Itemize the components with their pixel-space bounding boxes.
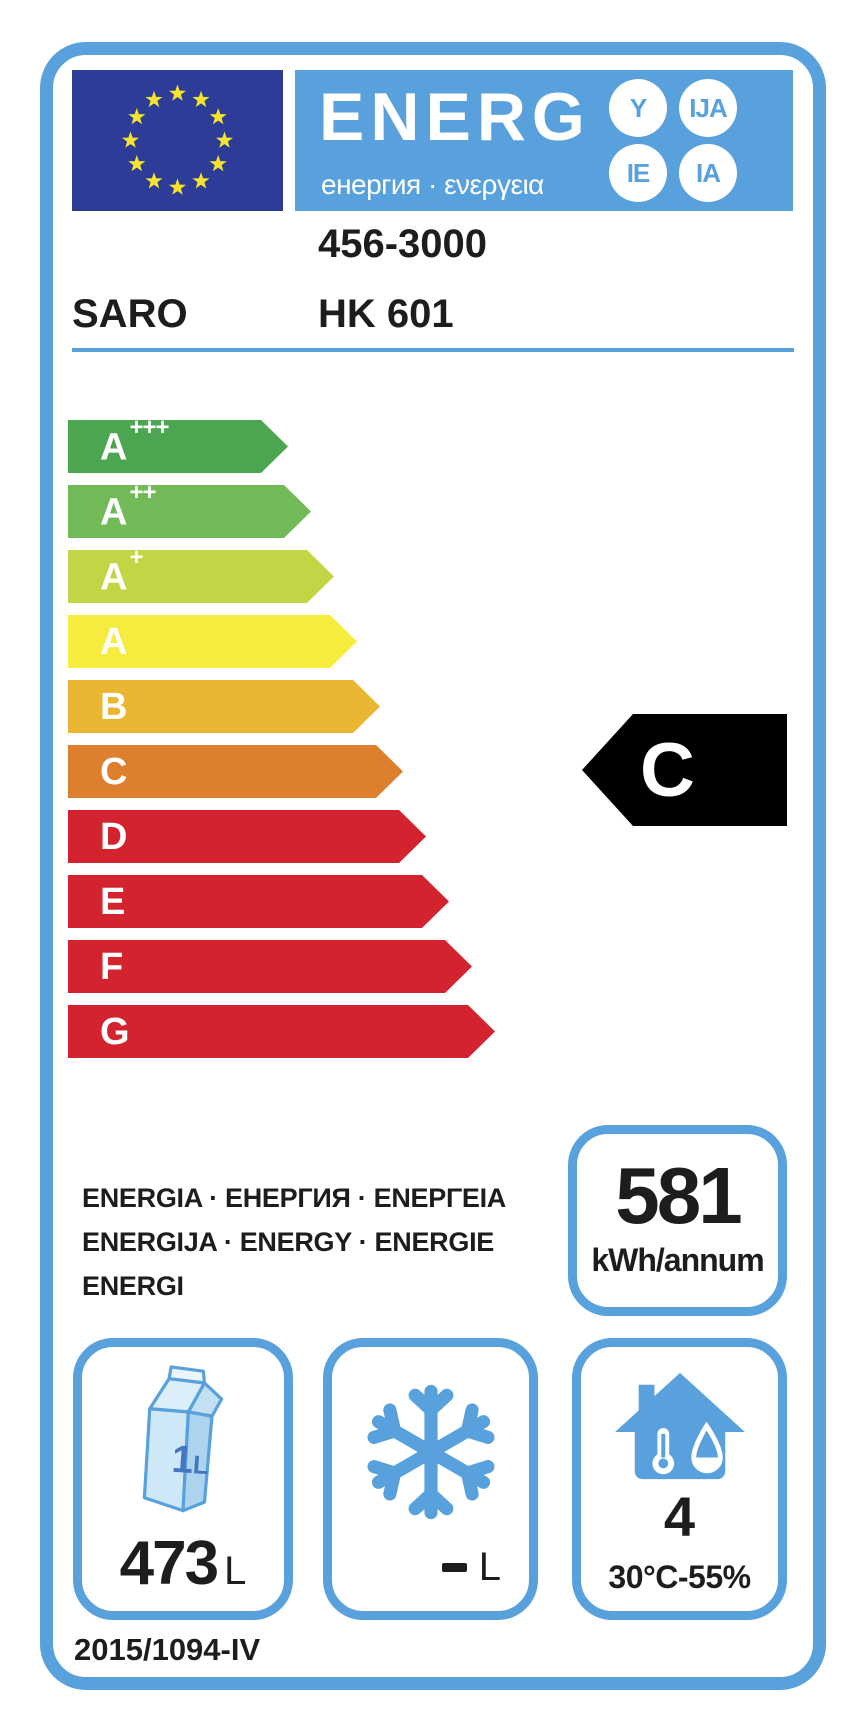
regulation-number: 2015/1094-IV [74,1632,261,1667]
droplet-icon [690,1421,723,1474]
rating-bar-f: F [68,940,472,993]
milk-carton-icon: 1L [142,1365,224,1513]
language-badge-ia: IA [679,144,737,202]
eu-stars-icon [121,84,234,195]
energy-words-line2: ENERGIJA · ENERGY · ENERGIE [82,1227,494,1257]
rating-bar-a+: A+ [68,550,334,603]
house-icon [614,1372,745,1480]
energy-words-line1: ENERGIA · ЕНЕРГИЯ · ENEPΓEIA [82,1183,507,1213]
thermometer-icon [651,1428,674,1475]
rating-indicator-arrow: C [582,714,787,826]
rating-bar-d: D [68,810,426,863]
rating-bar-e: E [68,875,449,928]
header-divider [72,348,794,352]
consumption-box: 581 kWh/annum [568,1125,787,1316]
freezer-capacity: L [441,1545,501,1589]
rating-bar-g: G [68,1005,495,1058]
snowflake-icon [366,1384,495,1520]
freezer-capacity-unit: L [478,1545,501,1589]
rating-scale: A+++ A++ A+ A B C D E F G [68,420,588,1080]
eu-flag [72,70,283,211]
consumption-value: 581 [615,1151,742,1240]
rating-bar-a: A [68,615,357,668]
freezer-capacity-box: L [323,1338,538,1620]
label-frame [40,42,826,1690]
climate-class: 4 [663,1485,696,1548]
energ-subtitle: енергия · ενεργεια [321,169,544,200]
energ-wordmark: ENERG [319,79,591,155]
fridge-capacity-unit: L [224,1549,247,1593]
rating-bar-a++: A++ [68,485,311,538]
energy-words-line3: ENERGI [82,1271,184,1301]
fridge-capacity-box: 1L 473 L [73,1338,293,1620]
fridge-capacity: 473 L [82,1533,284,1595]
climate-condition: 30°C-55% [608,1559,751,1595]
fridge-capacity-value: 473 [119,1529,219,1598]
freezer-dash [441,1562,467,1572]
rating-bar-c: C [68,745,403,798]
language-badge-ie: IE [609,144,667,202]
consumption-unit: kWh/annum [591,1242,764,1278]
energy-words: ENERGIA · ЕНЕРГИЯ · ENEPΓEIA ENERGIJA · … [82,1176,572,1308]
rating-grade: C [640,727,695,813]
rating-bar-a+++: A+++ [68,420,288,473]
language-badge-ija: IJA [679,79,737,137]
brand-name: SARO [72,292,188,336]
rating-bar-b: B [68,680,380,733]
model-name: HK 601 [318,292,454,336]
language-badge-y: Y [609,79,667,137]
energ-header: ENERG енергия · ενεργεια Y IJA IE IA [295,70,793,211]
model-number: 456-3000 [318,222,488,266]
climate-class-box: 4 30°C-55% [572,1338,787,1620]
